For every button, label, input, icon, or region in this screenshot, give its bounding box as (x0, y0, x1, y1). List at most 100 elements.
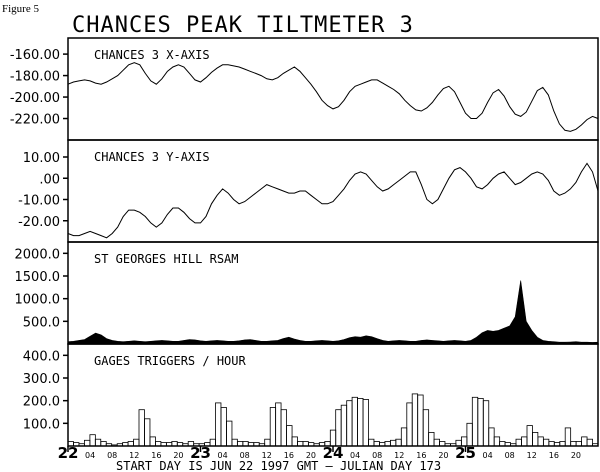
hour-label: 20 (173, 451, 183, 460)
hour-label: 12 (527, 451, 537, 460)
hour-label: 16 (549, 451, 559, 460)
panel-title: CHANCES 3 Y-AXIS (94, 150, 210, 164)
bar (444, 443, 451, 447)
series-line (67, 62, 599, 132)
chart-title: CHANCES PEAK TILTMETER 3 (72, 13, 414, 38)
hour-label: 08 (372, 451, 382, 460)
bar (422, 409, 430, 447)
bar (258, 443, 266, 447)
bar (586, 438, 593, 447)
y-tick-label: -10.00 (18, 194, 60, 209)
y-tick-label: 300.0 (23, 372, 60, 387)
series-line (67, 162, 599, 239)
bar (493, 436, 501, 447)
y-tick-label: 200.0 (23, 395, 60, 410)
bar (428, 431, 435, 447)
footer-text: START DAY IS JUN 22 1997 GMT — JULIAN DA… (116, 459, 441, 472)
panel-title: CHANCES 3 X-AXIS (94, 48, 210, 62)
bar (94, 438, 102, 447)
hour-label: 20 (306, 451, 316, 460)
bar (471, 396, 479, 447)
y-tick-label: 500.0 (23, 315, 60, 330)
panel-4: GAGES TRIGGERS / HOUR 400.0 300.0 200.0 100.… (23, 343, 599, 447)
bar (362, 399, 369, 447)
day-label: 23 (190, 444, 211, 462)
bar (395, 438, 402, 447)
bar (215, 402, 222, 447)
hour-label: 08 (240, 451, 250, 460)
bar (433, 438, 440, 447)
panel-title: GAGES TRIGGERS / HOUR (94, 354, 246, 368)
day-label: 24 (323, 444, 344, 462)
bar (182, 443, 189, 447)
figure-label: Figure 5 (2, 3, 39, 15)
bar (400, 427, 408, 447)
y-tick-label: 1000.0 (15, 293, 61, 308)
bar (291, 436, 298, 447)
bar (357, 397, 364, 447)
hour-label: 16 (151, 451, 161, 460)
bar (346, 400, 353, 447)
bar (89, 434, 96, 447)
hour-label: 12 (129, 451, 139, 460)
day-label: 25 (455, 444, 476, 462)
bar (521, 436, 528, 447)
hour-label: 04 (85, 451, 95, 460)
y-tick-label: 400.0 (23, 349, 60, 364)
bar (133, 438, 140, 447)
bar (286, 425, 293, 447)
hour-label: 04 (482, 451, 492, 460)
bar (149, 436, 156, 447)
hour-label: 20 (571, 451, 581, 460)
series-area (67, 280, 599, 345)
hour-label: 08 (505, 451, 515, 460)
hour-label: 12 (262, 451, 272, 460)
y-tick-label: -160.00 (10, 48, 60, 63)
bar (226, 420, 233, 447)
bar (144, 418, 151, 447)
bar (581, 436, 588, 447)
bar (411, 393, 419, 447)
bar (138, 409, 145, 447)
bar (116, 443, 124, 447)
bar (526, 425, 533, 447)
chart-panels: CHANCES 3 X-AXIS -160.00 -180.00 -200.00 -22… (10, 37, 599, 447)
y-tick-label: -180.00 (10, 70, 60, 85)
panel-1: CHANCES 3 X-AXIS -160.00 -180.00 -200.00 -22… (10, 37, 599, 141)
bar (510, 443, 517, 447)
bar (532, 431, 539, 447)
bar (335, 409, 342, 447)
panel-3: ST GEORGES HILL RSAM 2000.0 1500.0 1000.0 50… (15, 241, 599, 345)
day-label: 22 (58, 444, 79, 462)
hour-label: 04 (350, 451, 360, 460)
bar (537, 436, 544, 447)
bar (340, 404, 348, 447)
hour-label: 08 (107, 451, 117, 460)
bar (389, 439, 397, 447)
bar (231, 438, 238, 447)
bar (275, 402, 282, 447)
bar (105, 443, 113, 447)
bar (84, 439, 91, 447)
bar (417, 394, 424, 447)
hour-label: 16 (416, 451, 426, 460)
hour-label: 04 (217, 451, 227, 460)
bar (280, 409, 287, 447)
bar (220, 407, 227, 447)
bar (269, 407, 277, 447)
bar (564, 427, 572, 447)
bar (515, 438, 522, 447)
bar (264, 438, 271, 447)
bar (466, 422, 473, 447)
hour-label: 20 (438, 451, 448, 460)
bar (488, 427, 495, 447)
y-tick-label: -220.00 (10, 113, 60, 128)
panel-2: CHANCES 3 Y-AXIS 10.00 .00 -10.00 -20.00 (18, 139, 599, 243)
bar (368, 438, 375, 447)
y-tick-label: 1500.0 (15, 270, 61, 285)
bar (78, 443, 85, 447)
bar (482, 400, 490, 447)
panel-title: ST GEORGES HILL RSAM (94, 252, 239, 266)
y-tick-label: -200.00 (10, 91, 60, 106)
